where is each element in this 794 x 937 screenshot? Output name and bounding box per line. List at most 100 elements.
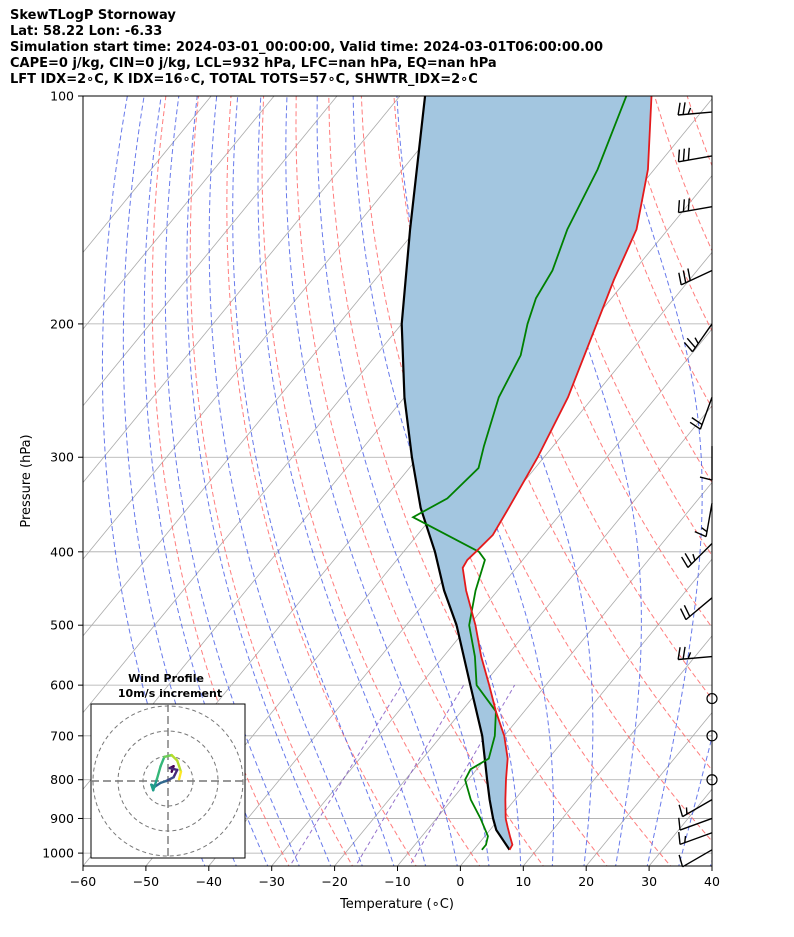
temperature-profile-line [461, 96, 653, 851]
moist-adiabat-line [257, 96, 427, 866]
dry-adiabat-line [523, 96, 712, 557]
wind-barb-feather [682, 199, 686, 212]
profiles [400, 96, 653, 851]
isotherm-line [460, 558, 712, 866]
dry-adiabat-line [261, 96, 481, 866]
moist-adiabat-line [232, 96, 395, 866]
wind-barb [683, 323, 713, 353]
wind-barb-feather [677, 647, 681, 660]
isotherm-line [83, 96, 212, 253]
wind-barb-feather [682, 148, 686, 162]
wind-barb-feather [678, 272, 682, 285]
isotherm-line [83, 96, 338, 407]
wind-barb [679, 597, 713, 621]
wind-barb-feather [692, 553, 696, 561]
wind-barb [694, 503, 713, 538]
hodograph-segment [170, 753, 179, 762]
wind-barb [678, 268, 713, 286]
hodograph-segment [176, 759, 183, 773]
indices-line-1: CAPE=0 j/kg, CIN=0 j/kg, LCL=932 hPa, LF… [10, 56, 497, 71]
wind-barb-feather [687, 107, 692, 115]
wind-barb-feather [683, 604, 691, 617]
isotherm-line [648, 788, 712, 866]
hodograph-segment [164, 776, 175, 783]
isotherm-line [711, 865, 712, 866]
dry-adiabat-line [491, 96, 712, 629]
wind-barb-feather [687, 147, 690, 161]
dry-adiabat-line [295, 96, 544, 866]
wind-barb-feather [687, 268, 691, 281]
wind-barb [678, 799, 713, 818]
moist-adiabat-line [285, 96, 458, 866]
y-tick-label: 800 [50, 772, 74, 787]
calm-wind-circle [706, 774, 718, 786]
wind-barb [699, 446, 713, 481]
mixing-ratio-line [409, 684, 516, 866]
x-tick-label: 0 [456, 874, 464, 889]
y-axis-ticks: 1000 900 800 700 600 500 400 300 200 100 [42, 89, 83, 861]
y-tick-label: 400 [50, 544, 74, 559]
wind-barb-feather [699, 476, 713, 481]
dry-adiabat-line [785, 96, 794, 869]
dry-adiabat-line [654, 96, 712, 252]
mixing-ratio-line [289, 684, 403, 866]
y-tick-label: 200 [50, 316, 74, 331]
dry-adiabat-line [328, 96, 608, 866]
x-tick-label: −20 [321, 874, 347, 889]
x-tick-label: −10 [384, 874, 410, 889]
time-line: Simulation start time: 2024-03-01_00:00:… [10, 40, 603, 55]
isotherm-line [83, 96, 401, 484]
hodograph-plot [91, 704, 245, 858]
wind-barb-feather [687, 198, 690, 211]
x-axis-ticks: −60 −50 −40 −30 −20 −10 0 10 20 30 40 [70, 866, 720, 889]
wind-barb [678, 832, 713, 846]
wind-barb-feather [678, 817, 681, 831]
parcel-profile-line [400, 96, 511, 851]
hodograph-subtitle: 10m/s increment [118, 687, 222, 700]
y-tick-label: 100 [50, 89, 74, 104]
y-tick-label: 600 [50, 678, 74, 693]
dry-adiabat-line [360, 96, 672, 866]
y-tick-label: 900 [50, 811, 74, 826]
hodograph-segment [172, 768, 179, 779]
wind-barb-feather [683, 341, 694, 353]
dry-adiabat-line [621, 96, 712, 332]
hodograph-segment [151, 777, 159, 792]
chart-header: SkewTLogP Stornoway Lat: 58.22 Lon: -6.3… [10, 8, 790, 88]
wind-barb-staff [682, 849, 713, 868]
x-tick-label: 40 [704, 874, 720, 889]
x-tick-label: −60 [70, 874, 96, 889]
moist-adiabat-line [164, 96, 300, 866]
moist-adiabat-line [709, 858, 712, 866]
wind-barb-feather [689, 421, 701, 430]
calm-wind-circle [706, 730, 718, 742]
x-tick-label: −40 [196, 874, 222, 889]
chart-title: SkewTLogP Stornoway [10, 8, 176, 23]
moist-adiabat-line [316, 96, 490, 866]
dry-adiabat-line [189, 96, 354, 866]
moist-adiabat-line [143, 96, 269, 866]
moist-adiabat-line [521, 96, 642, 866]
hodograph-segment [163, 753, 173, 759]
wind-barb-feather [679, 608, 687, 620]
wind-barb [678, 817, 713, 831]
y-tick-label: 500 [50, 618, 74, 633]
moist-adiabat-line [613, 96, 703, 866]
dry-adiabat-line [752, 96, 794, 869]
wind-barb-feather [682, 646, 686, 660]
isotherm-line [83, 96, 464, 560]
y-tick-label: 1000 [42, 846, 74, 861]
wind-barbs [677, 102, 718, 868]
y-tick-label: 700 [50, 728, 74, 743]
cape-cin-fill [401, 96, 652, 850]
wind-barb [677, 147, 713, 163]
hodograph-segment [159, 755, 166, 768]
moist-adiabat-line [678, 735, 712, 866]
dry-adiabat-line [151, 96, 290, 866]
moist-adiabat-line [208, 96, 363, 866]
hodograph-segment [168, 766, 179, 772]
hodograph-segment [177, 770, 183, 781]
wind-barb [678, 849, 713, 868]
wind-barb-feather [684, 835, 687, 843]
